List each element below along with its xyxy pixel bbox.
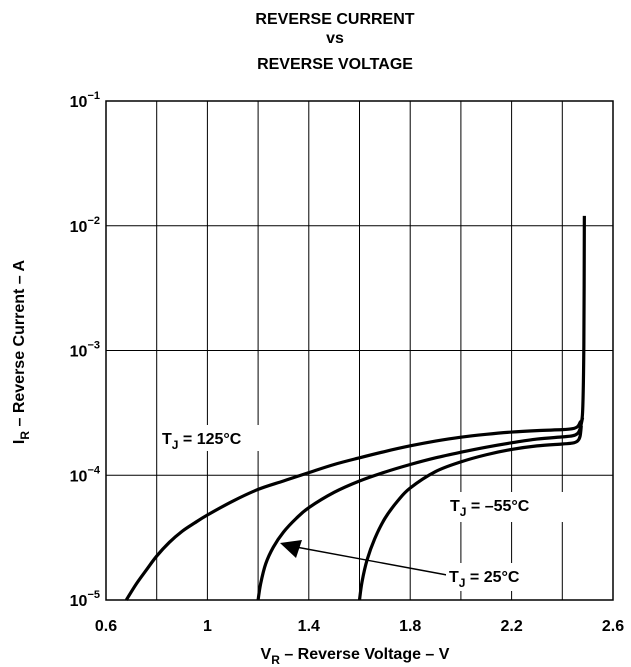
x-axis-label-rest: – Reverse Voltage – V — [280, 646, 450, 663]
y-tick-label: 10−5 — [70, 589, 100, 610]
y-axis-label-sub: R — [18, 431, 32, 440]
annotation-arrow-line — [295, 546, 448, 576]
x-tick-label: 0.6 — [95, 618, 117, 635]
series-line-1 — [256, 417, 585, 601]
y-tick-label: 10−2 — [70, 215, 100, 236]
y-tick-label: 10−1 — [70, 90, 100, 111]
annotation-arrowhead — [280, 540, 302, 558]
y-axis-label-main: I — [11, 440, 28, 444]
series-line-2 — [357, 425, 583, 601]
y-axis-label-rest: – Reverse Current – A — [11, 259, 28, 430]
svg-text:TJ = –55°C: TJ = –55°C — [450, 498, 530, 519]
x-tick-label: 2.2 — [500, 618, 522, 635]
x-tick-label: 2.6 — [602, 618, 624, 635]
y-tick-labels: 10−1 10−2 10−3 10−4 10−5 — [70, 90, 101, 610]
label-tj-25c: TJ = 25°C — [280, 540, 552, 591]
svg-text:TJ = 125°C: TJ = 125°C — [162, 431, 242, 452]
series-line-0 — [124, 215, 586, 601]
chart-title-line-2: vs — [326, 30, 344, 47]
x-axis-label-sub: R — [271, 653, 280, 667]
x-axis-label: VR – Reverse Voltage – V — [261, 646, 450, 667]
y-tick-label: 10−4 — [70, 464, 101, 485]
y-tick-label: 10−3 — [70, 340, 100, 361]
plot-frame — [105, 100, 614, 601]
x-tick-label: 1.8 — [399, 618, 421, 635]
x-axis-label-main: V — [261, 646, 272, 663]
label-tj-minus55c: TJ = –55°C — [447, 492, 563, 522]
x-tick-label: 1.4 — [298, 618, 320, 635]
grid-lines — [105, 100, 614, 601]
y-axis-label: IR – Reverse Current – A — [11, 259, 32, 444]
curves — [124, 215, 586, 601]
svg-text:TJ = 25°C: TJ = 25°C — [449, 569, 520, 590]
label-tj-125c: TJ = 125°C — [158, 425, 280, 452]
x-tick-label: 1 — [203, 618, 212, 635]
chart-title-line-1: REVERSE CURRENT — [255, 11, 414, 28]
chart-title-line-3: REVERSE VOLTAGE — [257, 56, 413, 73]
x-tick-labels: 0.6 1 1.4 1.8 2.2 2.6 — [95, 618, 624, 635]
